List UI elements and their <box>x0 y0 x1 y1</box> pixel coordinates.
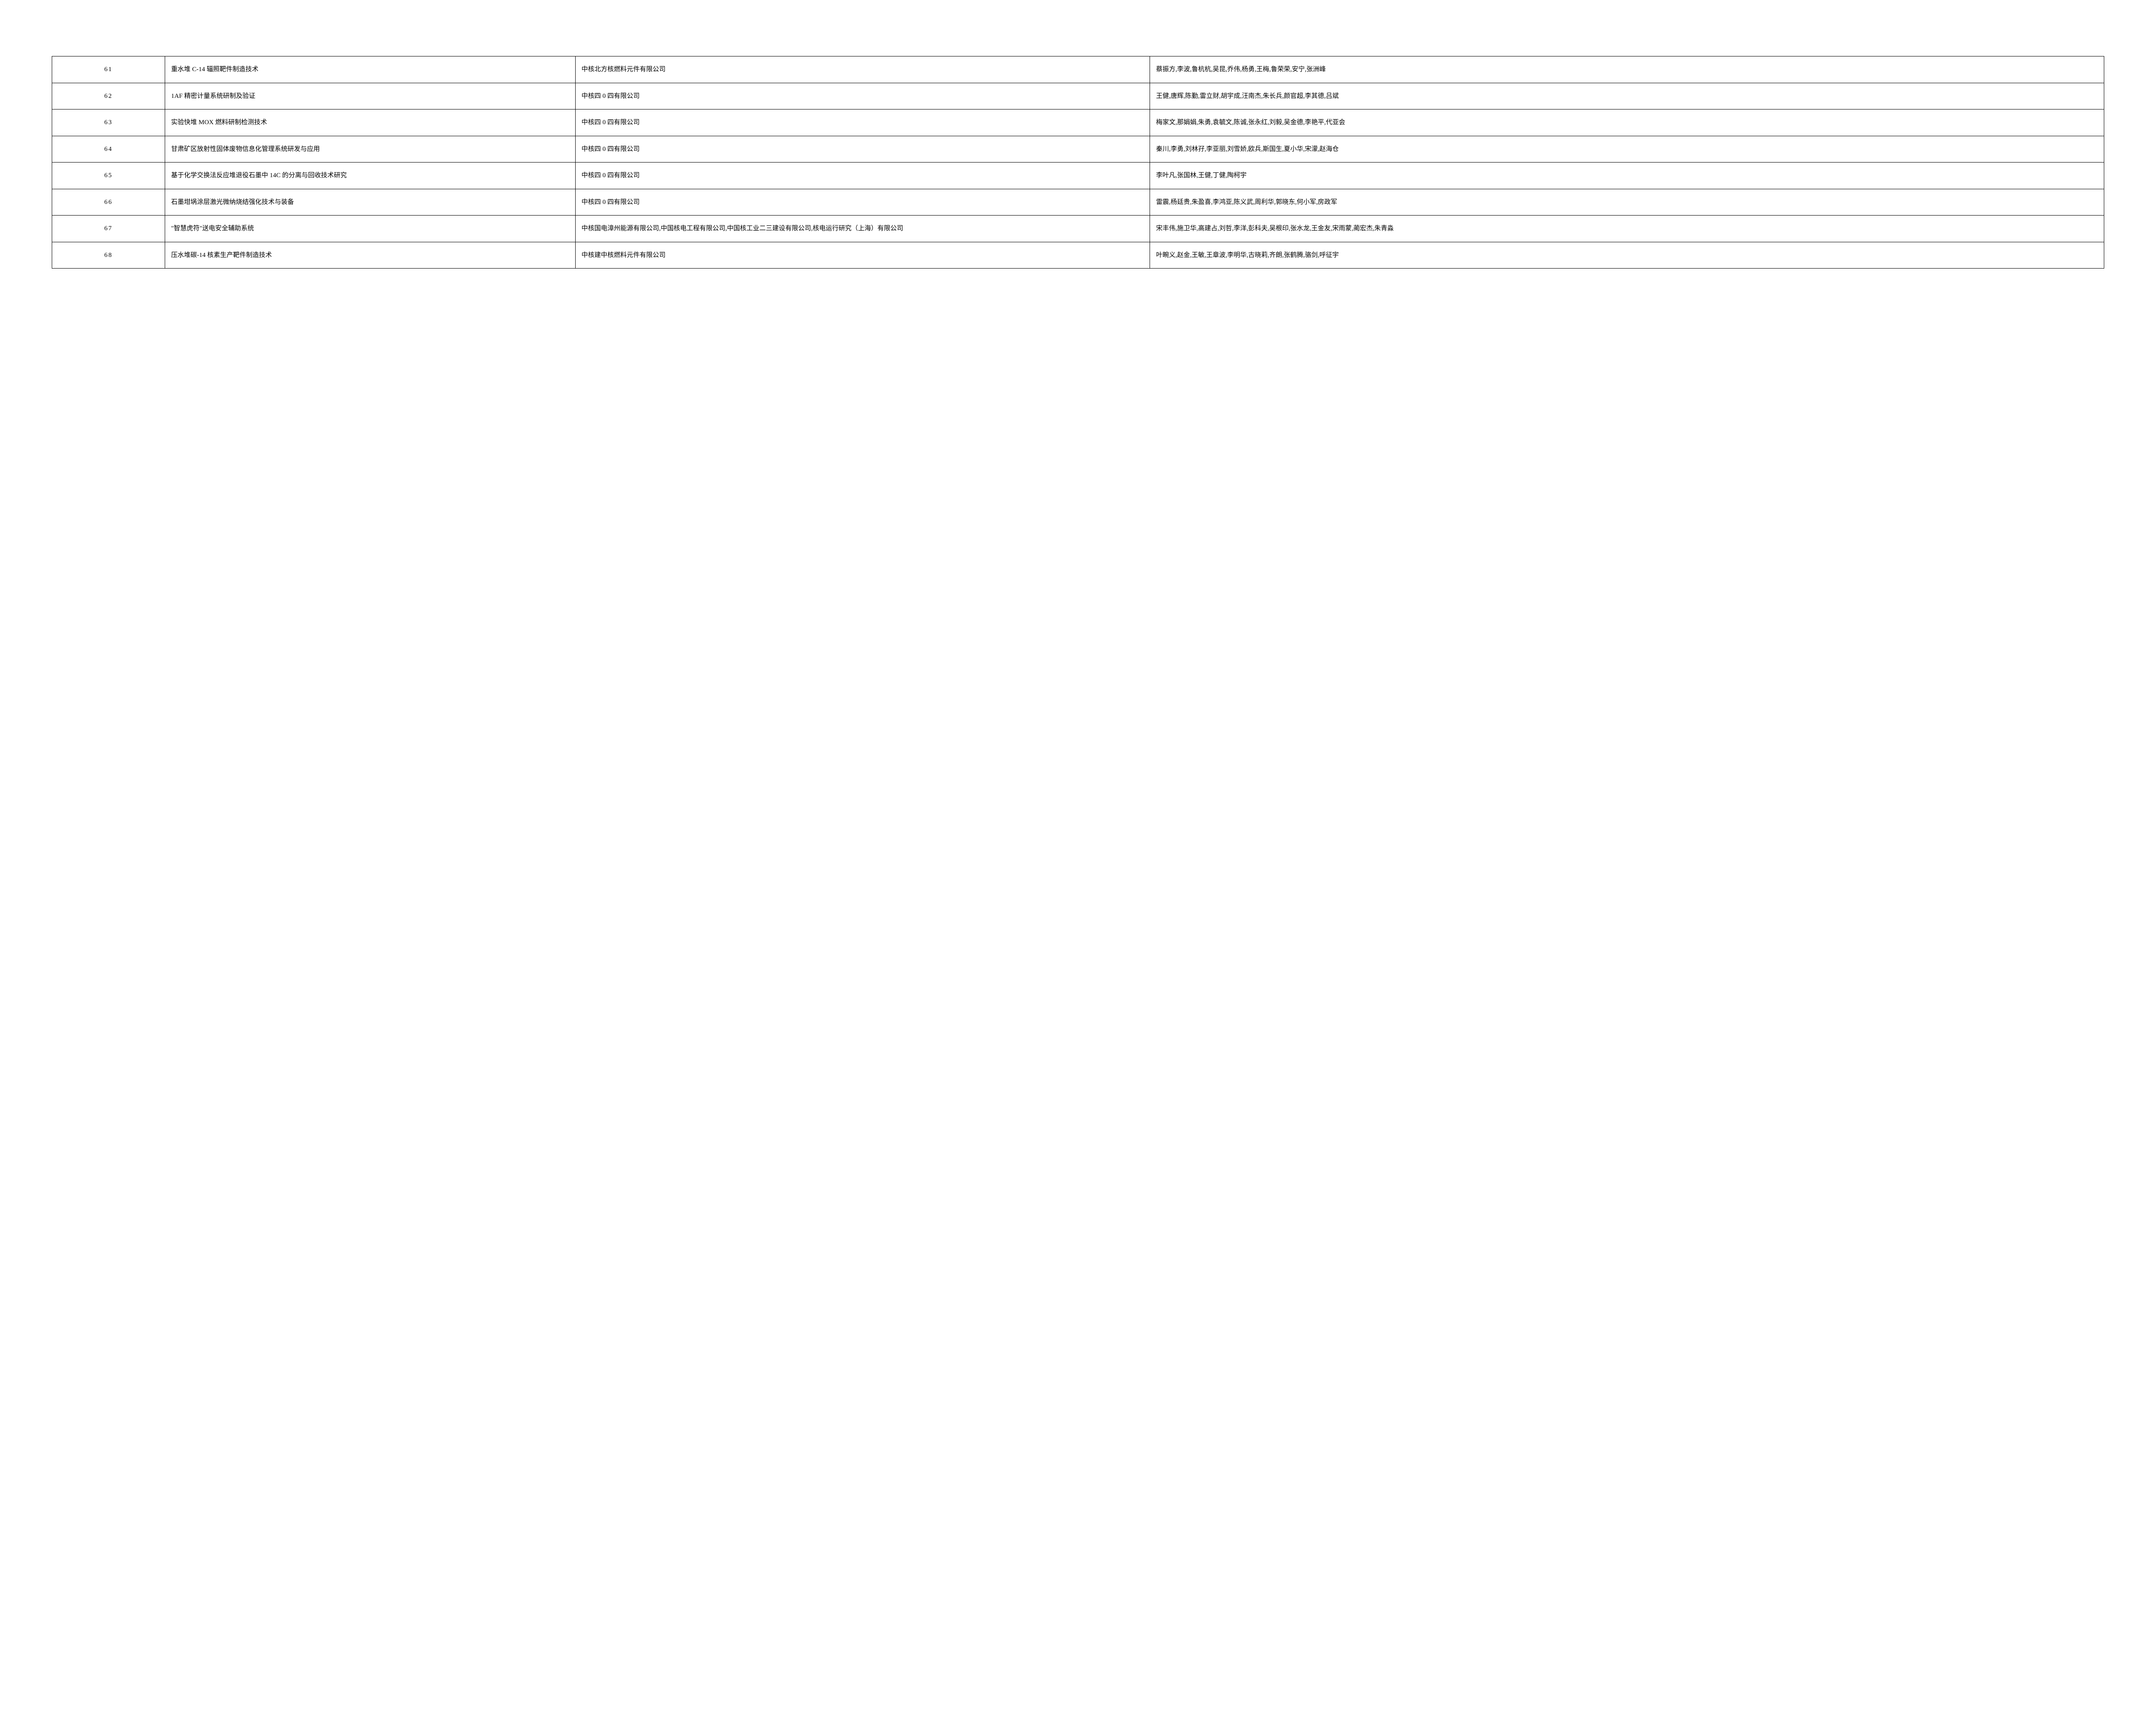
project-title: 石墨坩埚涂层激光微纳烧结强化技术与装备 <box>165 189 575 216</box>
row-number: 63 <box>52 109 165 136</box>
row-number: 66 <box>52 189 165 216</box>
organization: 中核四 0 四有限公司 <box>575 109 1150 136</box>
table-row: 63 实验快堆 MOX 燃料研制检测技术 中核四 0 四有限公司 梅家文,那娟娟… <box>52 109 2104 136</box>
people-list: 雷震,杨廷贵,朱盈喜,李鸿亚,陈义武,周利华,郭晓东,何小军,房政军 <box>1150 189 2104 216</box>
table-row: 61 重水堆 C-14 辐照靶件制造技术 中核北方核燃料元件有限公司 蔡振方,李… <box>52 56 2104 83</box>
table-row: 68 压水堆碳-14 核素生产靶件制造技术 中核建中核燃料元件有限公司 叶畹义,… <box>52 242 2104 269</box>
table-body: 61 重水堆 C-14 辐照靶件制造技术 中核北方核燃料元件有限公司 蔡振方,李… <box>52 56 2104 269</box>
organization: 中核北方核燃料元件有限公司 <box>575 56 1150 83</box>
row-number: 61 <box>52 56 165 83</box>
row-number: 67 <box>52 216 165 242</box>
table-row: 66 石墨坩埚涂层激光微纳烧结强化技术与装备 中核四 0 四有限公司 雷震,杨廷… <box>52 189 2104 216</box>
people-list: 李叶凡,张国林,王健,丁健,陶柯宇 <box>1150 163 2104 189</box>
row-number: 68 <box>52 242 165 269</box>
project-title: 压水堆碳-14 核素生产靶件制造技术 <box>165 242 575 269</box>
people-list: 宋丰伟,施卫华,高建占,刘哲,李洋,彭科夫,吴根印,张水龙,王金友,宋雨蒙,蔺宏… <box>1150 216 2104 242</box>
data-table: 61 重水堆 C-14 辐照靶件制造技术 中核北方核燃料元件有限公司 蔡振方,李… <box>52 56 2104 269</box>
project-title: 基于化学交换法反应堆退役石墨中 14C 的分离与回收技术研究 <box>165 163 575 189</box>
people-list: 蔡振方,李波,鲁杭杭,吴昆,乔伟,杨勇,王梅,鲁荣荣,安宁,张洲峰 <box>1150 56 2104 83</box>
row-number: 65 <box>52 163 165 189</box>
row-number: 62 <box>52 83 165 109</box>
organization: 中核四 0 四有限公司 <box>575 136 1150 163</box>
project-title: 重水堆 C-14 辐照靶件制造技术 <box>165 56 575 83</box>
table-row: 65 基于化学交换法反应堆退役石墨中 14C 的分离与回收技术研究 中核四 0 … <box>52 163 2104 189</box>
organization: 中核四 0 四有限公司 <box>575 163 1150 189</box>
table-row: 67 "智慧虎符"送电安全辅助系统 中核国电漳州能源有限公司,中国核电工程有限公… <box>52 216 2104 242</box>
table-row: 64 甘肃矿区放射性固体废物信息化管理系统研发与应用 中核四 0 四有限公司 秦… <box>52 136 2104 163</box>
organization: 中核四 0 四有限公司 <box>575 83 1150 109</box>
table-row: 62 1AF 精密计量系统研制及验证 中核四 0 四有限公司 王健,唐辉,陈勤,… <box>52 83 2104 109</box>
people-list: 梅家文,那娟娟,朱勇,袁毓文,陈诚,张永红,刘毅,吴金德,李艳平,代亚会 <box>1150 109 2104 136</box>
people-list: 叶畹义,赵金,王敏,王章波,李明华,古晓莉,齐朗,张鹤腾,骆剑,呼征宇 <box>1150 242 2104 269</box>
project-title: 1AF 精密计量系统研制及验证 <box>165 83 575 109</box>
row-number: 64 <box>52 136 165 163</box>
project-title: 甘肃矿区放射性固体废物信息化管理系统研发与应用 <box>165 136 575 163</box>
project-title: "智慧虎符"送电安全辅助系统 <box>165 216 575 242</box>
people-list: 王健,唐辉,陈勤,雷立财,胡宇成,汪南杰,朱长兵,颜官超,李其德,吕斌 <box>1150 83 2104 109</box>
project-title: 实验快堆 MOX 燃料研制检测技术 <box>165 109 575 136</box>
people-list: 秦川,李勇,刘林孖,李亚丽,刘雪娇,欧兵,斯国生,夏小华,宋濛,赵海仓 <box>1150 136 2104 163</box>
organization: 中核国电漳州能源有限公司,中国核电工程有限公司,中国核工业二三建设有限公司,核电… <box>575 216 1150 242</box>
organization: 中核四 0 四有限公司 <box>575 189 1150 216</box>
organization: 中核建中核燃料元件有限公司 <box>575 242 1150 269</box>
